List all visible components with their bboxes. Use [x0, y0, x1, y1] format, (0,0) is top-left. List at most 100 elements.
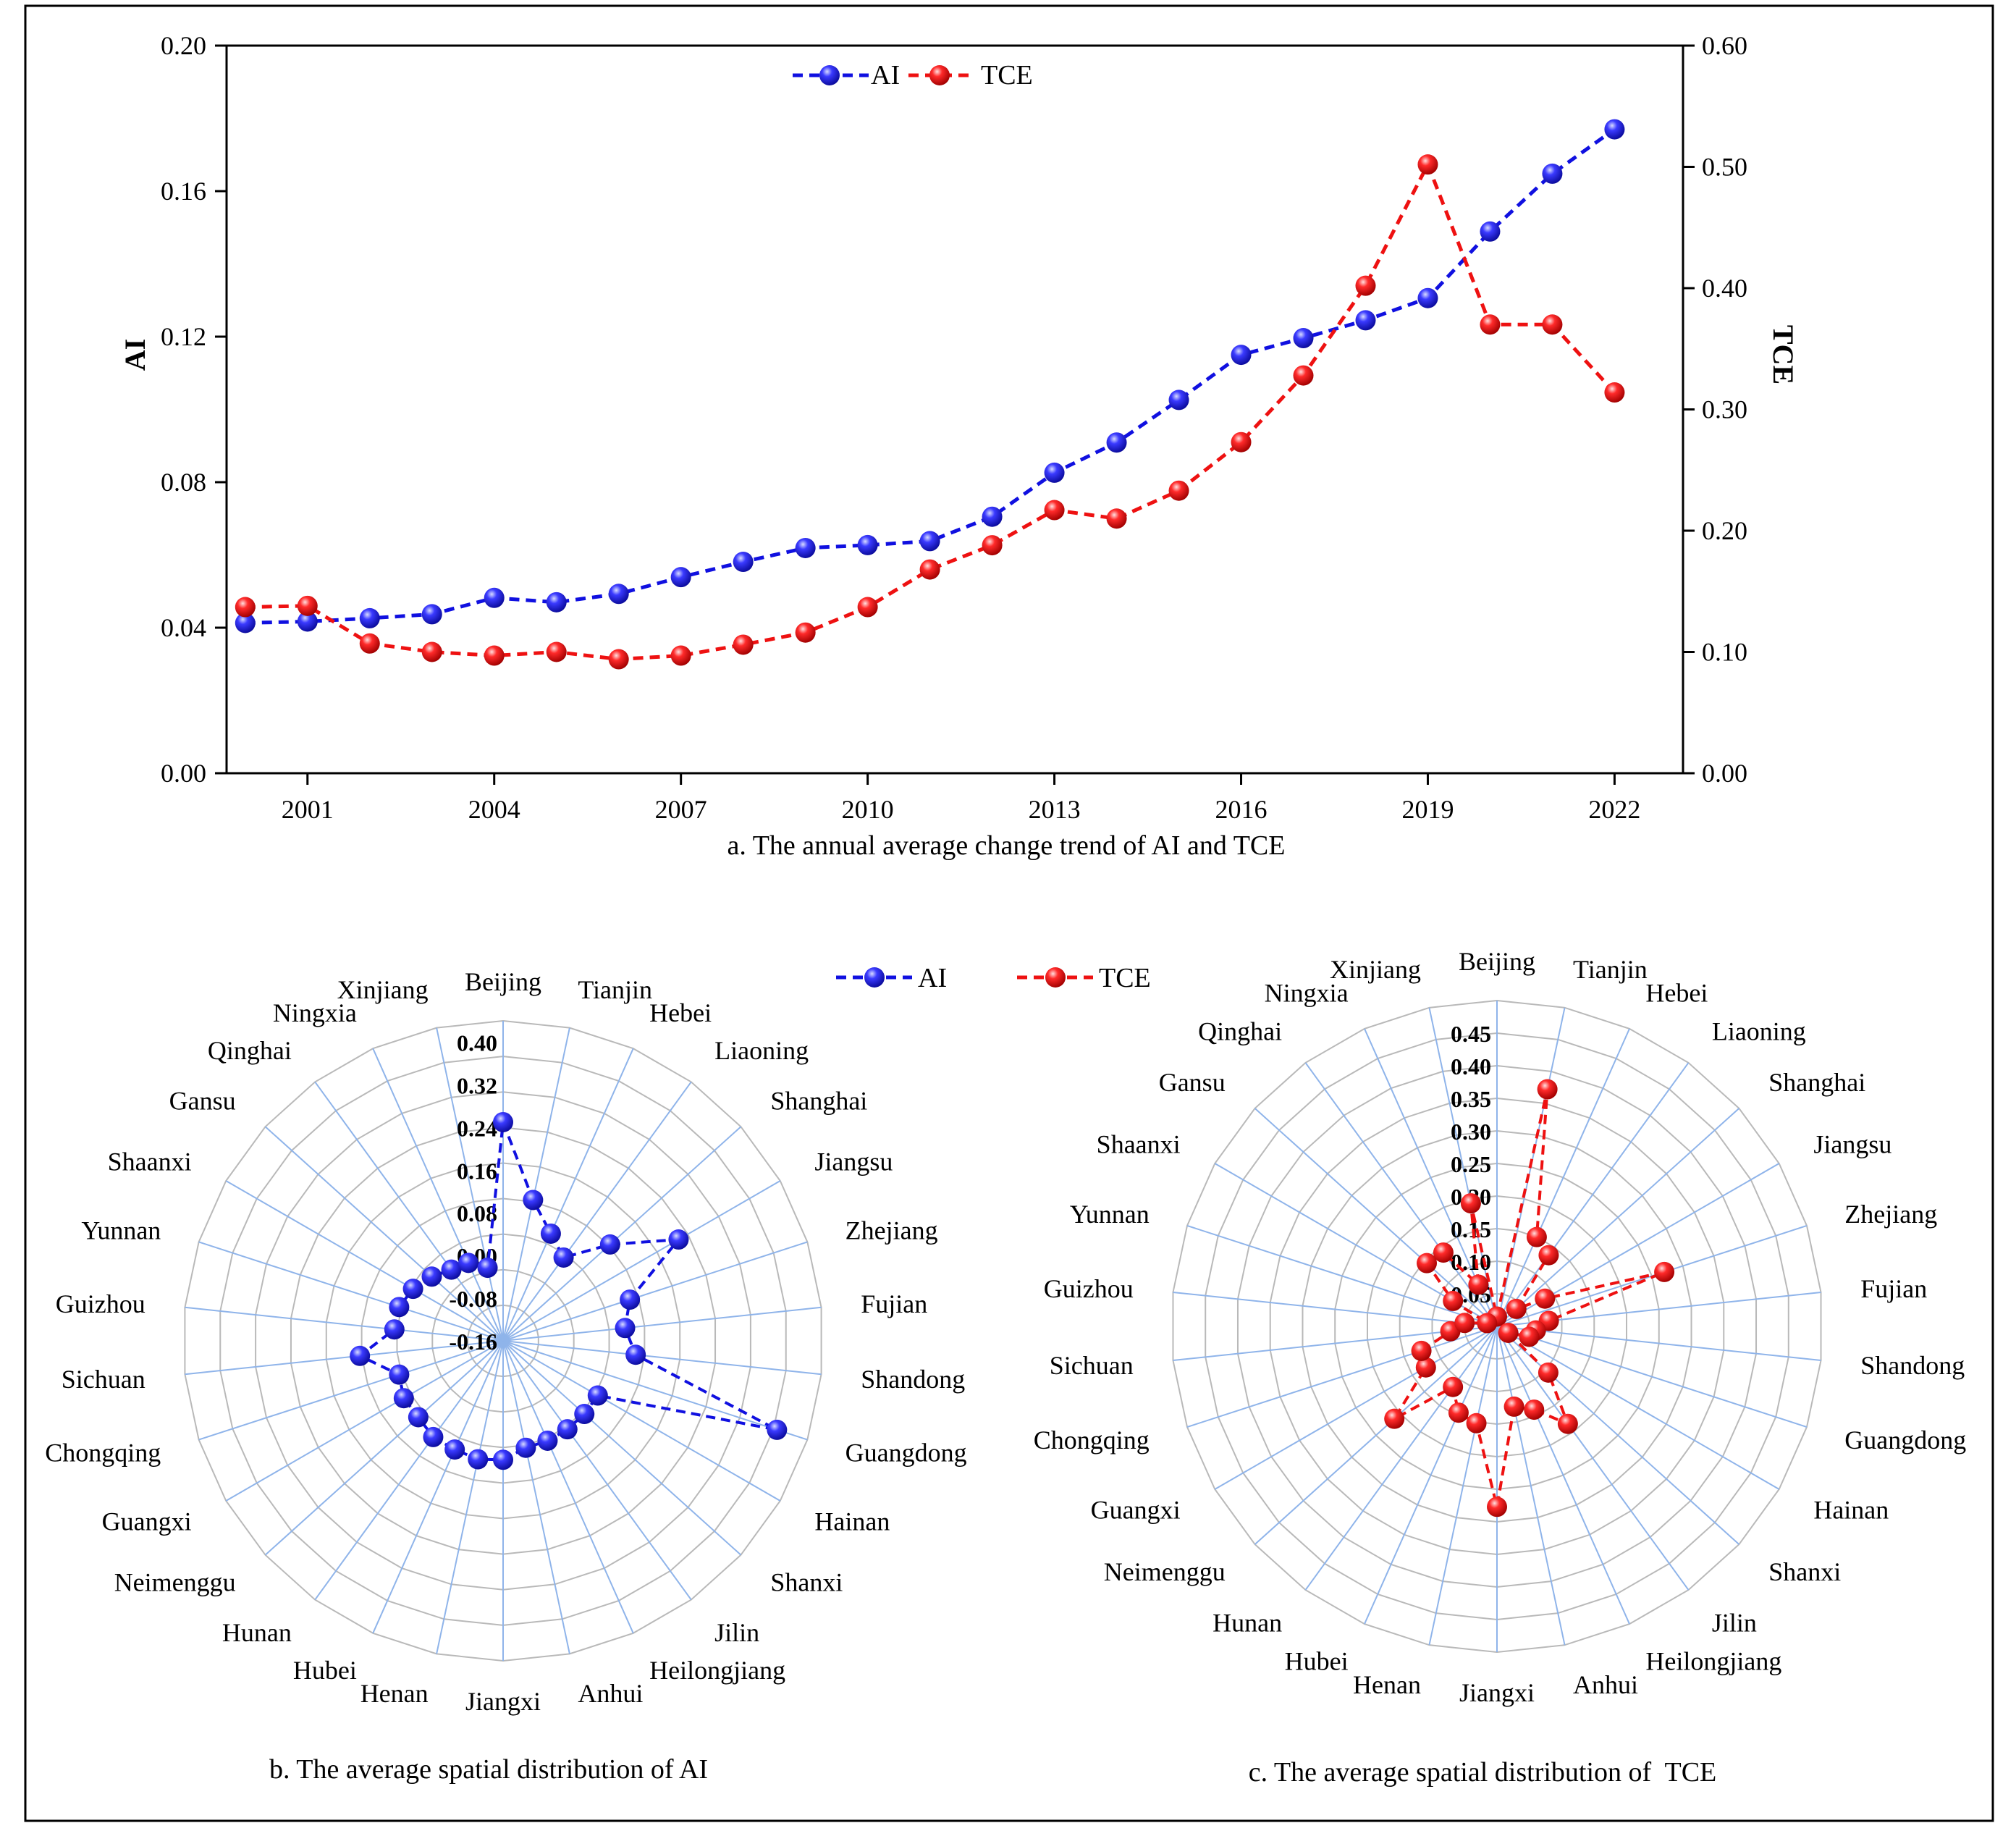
- radar-category-label: Jiangxi: [465, 1687, 541, 1716]
- y-tick-label: 0.16: [161, 177, 206, 206]
- data-point-tce: [1293, 365, 1314, 386]
- radar-tick-label: 0.30: [1451, 1119, 1491, 1145]
- radar-category-label: Hainan: [1813, 1496, 1889, 1525]
- y2-tick-label: 0.60: [1702, 31, 1747, 60]
- radar-category-label: Xinjiang: [337, 975, 429, 1004]
- data-point-ai: [484, 587, 505, 608]
- radar-category-label: Hubei: [293, 1656, 357, 1685]
- radar-category-label: Liaoning: [714, 1036, 809, 1065]
- data-point-ai: [857, 534, 878, 555]
- radar-spoke: [264, 1126, 504, 1342]
- radar-spoke: [1186, 1326, 1498, 1428]
- y2-tick-label: 0.00: [1702, 759, 1747, 788]
- radar-data-point: [1498, 1323, 1519, 1343]
- radar-category-label: Chongqing: [45, 1439, 161, 1468]
- data-point-tce: [235, 597, 256, 618]
- data-point-ai: [733, 552, 754, 573]
- line-series: [235, 119, 1625, 670]
- radar-legend-tce-label: TCE: [1099, 963, 1151, 993]
- data-point-ai: [1106, 432, 1127, 453]
- radar-data-point: [620, 1289, 641, 1310]
- radar-data-point: [553, 1247, 574, 1268]
- radar-data-point: [1538, 1245, 1559, 1266]
- x-axis-ticks: 2001 2004 2007 2010 2013 2016 2019 2022: [282, 773, 1640, 824]
- data-point-tce: [1417, 154, 1438, 175]
- radar-tick-label: 0.40: [1451, 1053, 1491, 1079]
- radar-spoke: [502, 1340, 570, 1654]
- radar-data-point: [1538, 1362, 1559, 1383]
- radar-spoke: [502, 1306, 822, 1342]
- radar-category-label: Sichuan: [62, 1365, 145, 1394]
- radar-tick-label: 0.08: [457, 1200, 497, 1226]
- radar-data-point: [458, 1253, 479, 1273]
- radar-spoke: [502, 1340, 781, 1502]
- radar-category-label: Jiangsu: [814, 1148, 893, 1176]
- radar-data-point: [574, 1404, 595, 1425]
- radar-data-point: [1557, 1413, 1578, 1434]
- radar-category-label: Qinghai: [1198, 1016, 1282, 1045]
- radar-category-label: Guizhou: [56, 1289, 145, 1318]
- data-point-ai: [1542, 163, 1563, 184]
- radar-tick-label: -0.08: [449, 1286, 497, 1312]
- radar-data-point: [1487, 1496, 1507, 1517]
- radar-category-label: Shaanxi: [108, 1148, 192, 1176]
- radar-category-label: Anhui: [1573, 1670, 1638, 1699]
- radar-category-label: Neimenggu: [114, 1568, 236, 1597]
- data-point-ai: [1293, 328, 1314, 349]
- radar-data-point: [540, 1223, 561, 1244]
- radar-spoke: [1364, 1326, 1498, 1625]
- radar-spoke: [502, 1241, 808, 1342]
- radar-series-tce: [1384, 1079, 1675, 1517]
- radar-data-point: [557, 1419, 578, 1440]
- radar-category-label: Sichuan: [1050, 1351, 1134, 1380]
- y-tick-label: 0.12: [161, 322, 206, 351]
- radar-spoke: [1496, 1062, 1690, 1327]
- radar-spoke: [1173, 1291, 1498, 1327]
- radar-data-point: [1443, 1290, 1464, 1311]
- radar-spoke: [502, 1027, 570, 1342]
- data-point-tce: [670, 645, 691, 666]
- data-point-tce: [1044, 500, 1065, 521]
- radar-data-point: [1524, 1399, 1545, 1420]
- x-tick-label: 2013: [1029, 795, 1081, 824]
- legend: AI TCE: [793, 60, 1033, 90]
- radar-data-point: [523, 1190, 544, 1211]
- radar-category-label: Hainan: [814, 1507, 890, 1536]
- radar-category-label: Jiangxi: [1459, 1678, 1535, 1707]
- radar-data-point: [393, 1388, 414, 1409]
- data-point-tce: [359, 633, 380, 654]
- radar-spoke: [1496, 1108, 1740, 1327]
- y2-axis-label: TCE: [1767, 325, 1800, 384]
- radar-category-label: Shanghai: [1768, 1068, 1865, 1097]
- radar-category-label: Heilongjiang: [649, 1656, 785, 1685]
- radar-spoke: [436, 1027, 504, 1342]
- radar-spoke: [198, 1241, 504, 1342]
- radar-category-label: Qinghai: [208, 1036, 292, 1065]
- radar-spoke: [372, 1340, 504, 1634]
- radar-data-point: [408, 1407, 429, 1428]
- series-line-tce: [245, 160, 1616, 662]
- data-point-tce: [1604, 382, 1625, 403]
- chart-b-title: b. The average spatial distribution of A…: [269, 1754, 708, 1785]
- x-tick-label: 2007: [655, 795, 707, 824]
- radar-tick-label: 0.35: [1451, 1086, 1491, 1112]
- radar-data-point: [1468, 1274, 1489, 1295]
- radar-data-point: [421, 1266, 442, 1287]
- chart-a-title: a. The annual average change trend of AI…: [727, 830, 1286, 861]
- plot-frame: [225, 44, 1684, 775]
- radar-category-label: Shandong: [1860, 1351, 1965, 1380]
- radar-spoke: [1496, 1028, 1630, 1327]
- radar-data-point: [423, 1426, 444, 1447]
- radar-category-label: Yunnan: [81, 1216, 161, 1245]
- radar-data-point: [767, 1419, 788, 1440]
- radar-category-label: Hunan: [222, 1618, 292, 1647]
- radar-category-label: Guangxi: [1091, 1496, 1181, 1525]
- data-point-tce: [484, 645, 505, 666]
- radar-spoke: [502, 1340, 742, 1556]
- y-tick-label: 0.08: [161, 468, 206, 497]
- radar-spoke: [1254, 1326, 1498, 1545]
- radar-spoke: [502, 1340, 634, 1634]
- radar-data-point: [1443, 1376, 1464, 1397]
- radar-tick-label: 0.40: [457, 1030, 497, 1056]
